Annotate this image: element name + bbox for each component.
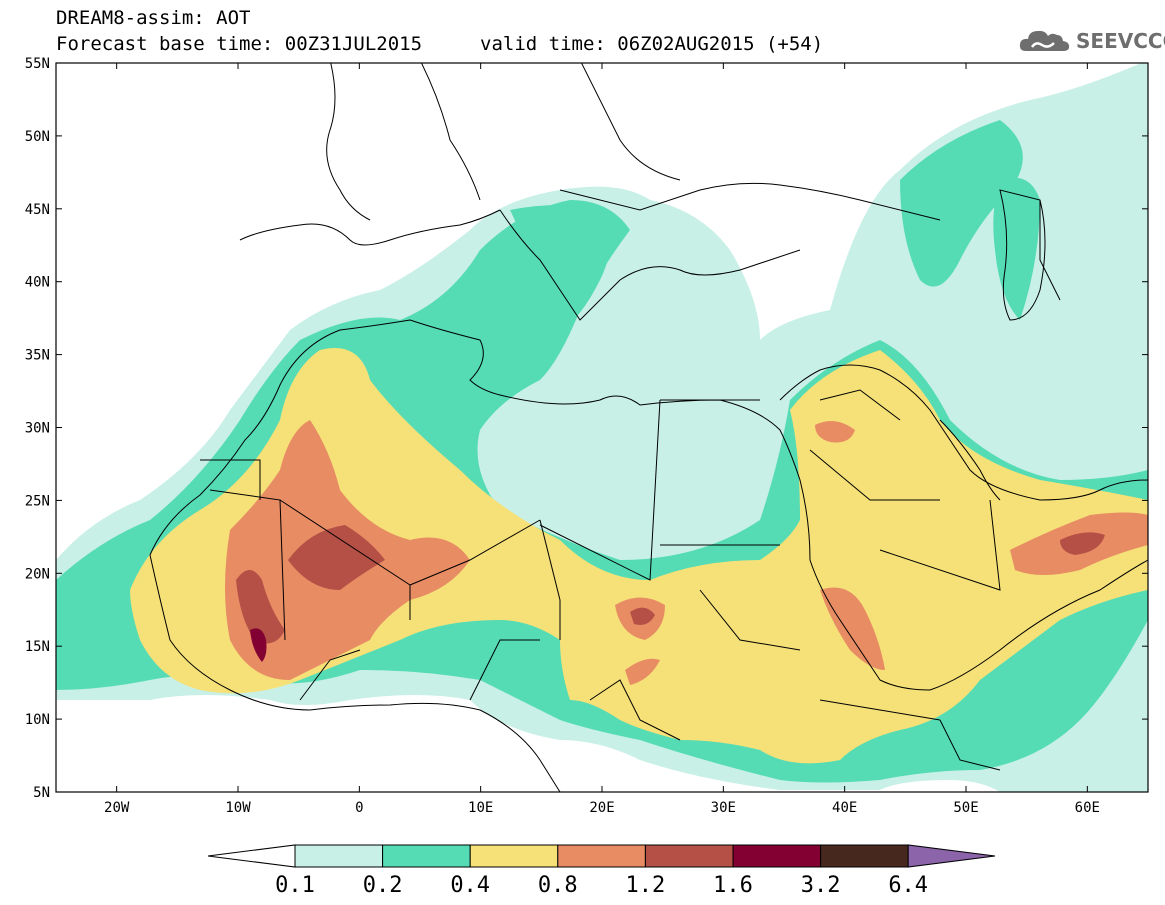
lat-label: 10N — [25, 712, 50, 728]
lat-label: 5N — [33, 785, 50, 801]
lon-label: 60E — [1075, 800, 1100, 816]
lon-label: 20W — [104, 800, 130, 816]
lon-label: 50E — [953, 800, 978, 816]
lat-label: 15N — [25, 639, 50, 655]
aot-band-0.2-adriatic — [510, 205, 610, 330]
lat-label: 55N — [25, 56, 50, 72]
colorbar-level-label: 6.4 — [888, 873, 928, 898]
aot-band-1.2-mauritania — [236, 570, 285, 644]
colorbar-segment — [644, 844, 734, 868]
lat-label: 40N — [25, 275, 50, 291]
colorbar-segment — [732, 844, 822, 868]
lon-label: 30E — [711, 800, 736, 816]
aot-field — [56, 63, 1148, 792]
lon-label: 10E — [468, 800, 493, 816]
colorbar-segment — [820, 844, 909, 868]
lat-label: 35N — [25, 348, 50, 364]
axis-ticks: 55N 50N 45N 40N 35N 30N 25N 20N 15N 10N 5N 20W 10W 0 1… — [25, 56, 1148, 816]
aot-band-1.2-sudan — [630, 607, 655, 625]
cloud-icon — [1019, 30, 1070, 51]
aot-band-0.2-north — [900, 120, 1023, 287]
aot-band-1.2-oman — [1060, 532, 1105, 555]
colorbar-over-arrow — [907, 844, 996, 868]
lon-label: 40E — [832, 800, 857, 816]
lon-label: 0 — [355, 800, 363, 816]
colorbar-level-label: 1.2 — [626, 873, 666, 898]
chart-title: DREAM8-assim: AOT — [56, 7, 251, 29]
forecast-base-time: Forecast base time: 00Z31JUL2015 — [56, 33, 423, 55]
lon-label: 20E — [589, 800, 614, 816]
colorbar-level-label: 0.8 — [538, 873, 578, 898]
colorbar-level-label: 0.2 — [363, 873, 403, 898]
colorbar-segment — [557, 844, 646, 868]
coastlines — [149, 63, 1148, 792]
colorbar-level-label: 1.6 — [713, 873, 753, 898]
aot-band-0.8-chad — [625, 658, 660, 685]
colorbar-level-label: 0.4 — [450, 873, 490, 898]
aot-band-0.8-iraq — [815, 421, 855, 443]
lat-label: 30N — [25, 421, 50, 437]
lon-label: 10W — [225, 800, 251, 816]
aot-band-0.4 — [130, 348, 1148, 764]
seevccc-logo: SEEVCCC — [1018, 26, 1165, 56]
colorbar-segment — [469, 844, 559, 868]
colorbar-segment — [382, 844, 471, 868]
logo-text: SEEVCCC — [1076, 29, 1165, 53]
lat-label: 45N — [25, 202, 50, 218]
aot-band-1.6 — [250, 628, 267, 662]
lat-label: 50N — [25, 129, 50, 145]
lat-label: 20N — [25, 566, 50, 582]
colorbar-level-label: 3.2 — [801, 873, 841, 898]
colorbar-level-label: 0.1 — [275, 873, 315, 898]
aot-band-1.2-mali — [288, 525, 385, 590]
aot-band-0.8-redsea — [820, 587, 885, 670]
lat-label: 25N — [25, 493, 50, 509]
valid-time: valid time: 06Z02AUG2015 (+54) — [480, 33, 824, 55]
colorbar-segment — [294, 844, 384, 868]
colorbar-under-arrow — [207, 844, 296, 868]
